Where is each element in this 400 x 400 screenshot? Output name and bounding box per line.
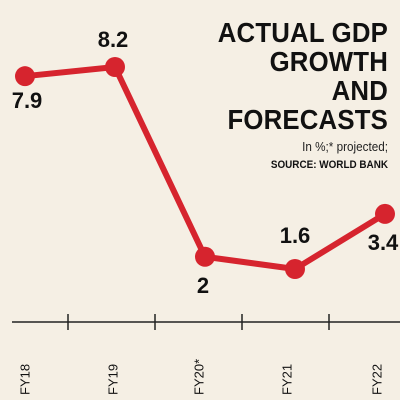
x-tick-label-fy18: FY18 — [17, 364, 32, 395]
x-tick-label-fy22: FY22 — [369, 364, 384, 395]
data-label-fy19: 8.2 — [98, 27, 129, 52]
data-label-fy18: 7.9 — [12, 88, 43, 113]
chart-source: SOURCE: WORLD BANK — [270, 159, 388, 171]
data-point-fy19 — [105, 57, 125, 77]
data-labels: 7.9 8.2 2 1.6 3.4 — [12, 27, 399, 298]
chart-title-block: ACTUAL GDP GROWTH AND FORECASTS In %;* p… — [148, 18, 388, 171]
chart-title-line-2: AND FORECASTS — [227, 75, 388, 135]
data-label-fy22: 3.4 — [368, 230, 399, 255]
data-label-fy21: 1.6 — [280, 223, 311, 248]
data-point-fy21 — [285, 259, 305, 279]
data-markers — [15, 57, 395, 279]
chart-subtitle: In %;* projected; — [302, 139, 388, 154]
chart-title-line-1: ACTUAL GDP GROWTH — [217, 17, 388, 77]
x-tick-label-fy20: FY20* — [191, 359, 206, 395]
x-axis — [12, 314, 400, 330]
x-tick-label-fy21: FY21 — [279, 364, 294, 395]
data-label-fy20: 2 — [197, 273, 209, 298]
data-point-fy18 — [15, 66, 35, 87]
data-point-fy22 — [375, 203, 395, 224]
data-point-fy20 — [195, 246, 215, 267]
x-tick-labels: FY18 FY19 FY20* FY21 FY22 — [17, 359, 384, 395]
x-tick-label-fy19: FY19 — [105, 364, 120, 395]
